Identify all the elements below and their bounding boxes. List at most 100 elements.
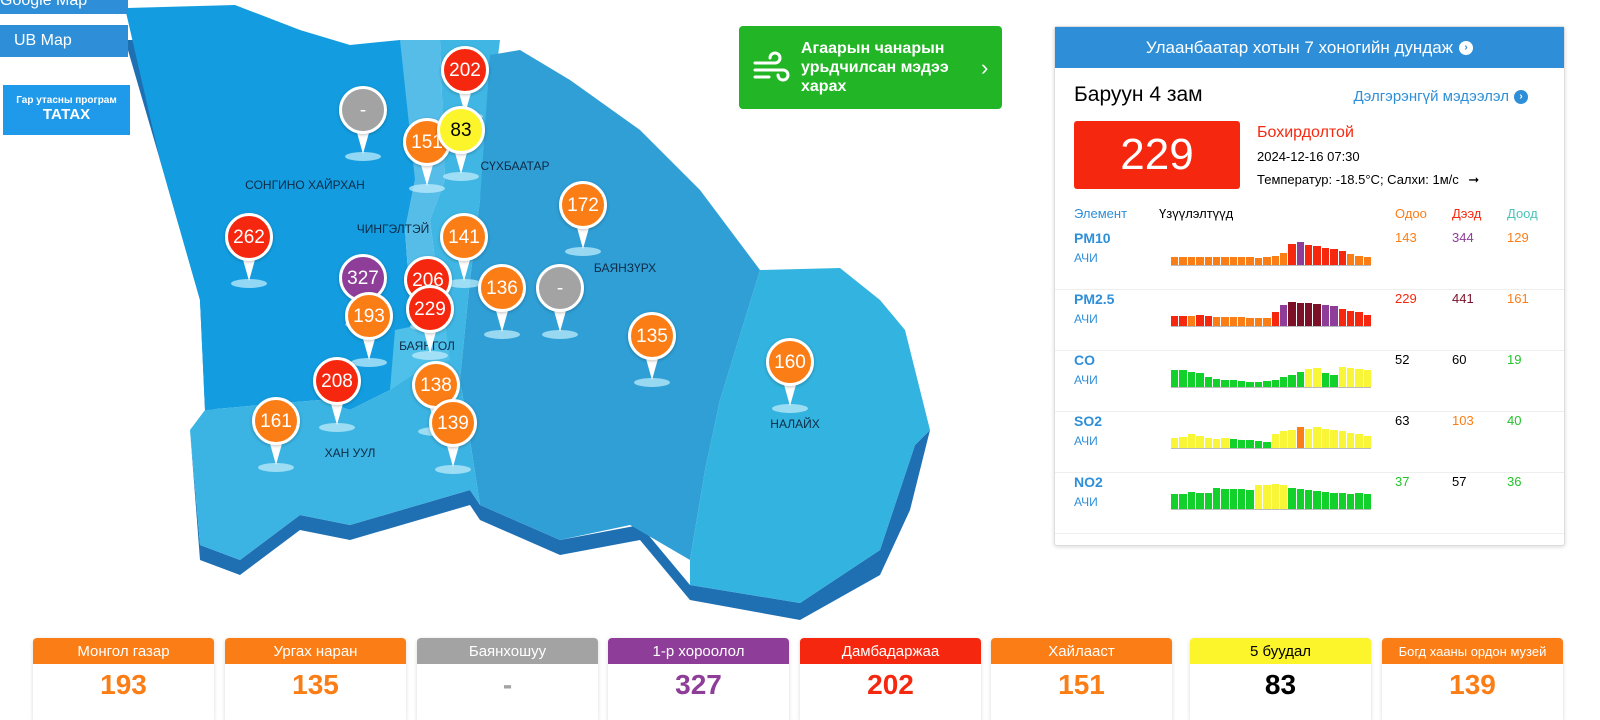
station-card[interactable]: Ургах наран 135 — [225, 638, 406, 720]
sparkline-bar — [1271, 379, 1279, 387]
sparkline-bar — [1246, 381, 1254, 387]
station-pin[interactable]: 229 — [406, 285, 454, 361]
pin-marker: 193 — [345, 292, 393, 340]
pollutant-unit: АЧИ — [1074, 312, 1098, 326]
pin-aqi-value: 202 — [449, 59, 481, 81]
district-bayanzurkh[interactable] — [460, 50, 760, 560]
details-link-label: Дэлгэрэнгүй мэдээлэл — [1353, 88, 1509, 105]
ub-map-label: UB Map — [14, 32, 72, 49]
district-label: БАЯНЗҮРХ — [593, 261, 657, 275]
col-max: Дээд — [1452, 206, 1482, 221]
sparkline-bar — [1254, 485, 1263, 509]
sparkline-bar — [1187, 492, 1196, 509]
pollutant-row: PM10 АЧИ 143 344 129 — [1055, 230, 1564, 290]
pin-aqi-value: 136 — [486, 277, 518, 299]
sparkline-bar — [1263, 317, 1271, 326]
col-measurements: Үзүүлэлтүүд — [1159, 206, 1234, 221]
sparkline-bar — [1187, 256, 1196, 265]
arrow-right-icon: ➞ — [1468, 172, 1480, 187]
pin-marker: 160 — [766, 338, 814, 386]
station-card-aqi: 327 — [675, 669, 722, 700]
pin-aqi-value: 193 — [353, 305, 385, 327]
sparkline-bar — [1305, 490, 1313, 509]
pollutant-row: PM2.5 АЧИ 229 441 161 — [1055, 291, 1564, 351]
forecast-button[interactable]: Агаарын чанарын урьдчилсан мэдээ харах › — [739, 26, 1002, 109]
google-map-button[interactable]: Google Map — [0, 0, 128, 14]
station-pin[interactable]: 160 — [766, 338, 814, 414]
station-pin[interactable]: 208 — [313, 357, 361, 433]
station-pin[interactable]: 83 — [437, 106, 485, 182]
sparkline-bar — [1187, 372, 1196, 387]
station-pin[interactable]: 193 — [345, 292, 393, 368]
district-label: ХАН УУЛ — [324, 446, 376, 460]
value-now: 37 — [1395, 474, 1410, 489]
pin-shadow — [351, 358, 387, 367]
pollutant-name[interactable]: PM10 — [1074, 230, 1111, 246]
pin-shadow — [565, 247, 601, 256]
sparkline-bar — [1179, 436, 1187, 448]
station-pin[interactable]: 139 — [429, 399, 477, 475]
station-card[interactable]: Дамбадаржаа 202 — [800, 638, 981, 720]
sparkline-bar — [1305, 369, 1313, 387]
pin-aqi-value: - — [359, 99, 367, 121]
station-pin[interactable]: 161 — [252, 397, 300, 473]
sparkline-bar — [1279, 376, 1288, 387]
sparkline-bar — [1288, 302, 1296, 326]
station-pin[interactable]: 262 — [225, 213, 273, 289]
pin-shadow — [412, 351, 448, 360]
weekly-average-link[interactable]: Улаанбаатар хотын 7 хоногийн дундаж › — [1055, 27, 1564, 68]
station-pin[interactable]: 172 — [559, 181, 607, 257]
station-card[interactable]: 1-р хороолол 327 — [608, 638, 789, 720]
station-pin[interactable]: - — [536, 264, 584, 340]
pollutant-row: NO2 АЧИ 37 57 36 — [1055, 474, 1564, 534]
station-card[interactable]: Хайлааст 151 — [991, 638, 1172, 720]
ub-map-button[interactable]: UB Map — [0, 25, 128, 57]
sparkline-bar — [1212, 256, 1221, 265]
sparkline-bar — [1246, 490, 1254, 509]
sparkline-bar — [1305, 245, 1313, 265]
pin-shadow — [484, 330, 520, 339]
station-pin[interactable]: 141 — [440, 213, 488, 289]
pin-marker: 172 — [559, 181, 607, 229]
district-nalaikh[interactable] — [690, 268, 930, 603]
station-pin[interactable]: - — [339, 86, 387, 162]
value-min: 129 — [1507, 230, 1529, 245]
station-card-aqi: 151 — [1058, 669, 1105, 700]
sparkline-bar — [1313, 304, 1321, 326]
sparkline-bar — [1238, 380, 1246, 387]
station-pin[interactable]: 135 — [628, 312, 676, 388]
sparkline-bar — [1288, 374, 1296, 387]
station-pin[interactable]: 136 — [478, 264, 526, 340]
sparkline-bar — [1296, 372, 1304, 387]
wind-icon — [753, 51, 790, 81]
station-card-name: Баянхошуу — [417, 638, 598, 664]
station-card[interactable]: Богд хааны ордон музей 139 — [1382, 638, 1563, 720]
pollutant-name[interactable]: NO2 — [1074, 474, 1103, 490]
pin-aqi-value: 135 — [636, 325, 668, 347]
sparkline-bar — [1229, 316, 1237, 326]
sparkline-bar — [1204, 376, 1212, 387]
pollutant-name[interactable]: SO2 — [1074, 413, 1103, 429]
pollutant-name[interactable]: PM2.5 — [1074, 291, 1115, 307]
district-map[interactable]: СОНГИНО ХАЙРХАН ЧИНГЭЛТЭЙ СҮХБААТАР БАЯН… — [0, 0, 1050, 630]
station-card[interactable]: 5 буудал 83 — [1190, 638, 1371, 720]
sparkline-bar — [1321, 373, 1330, 387]
pin-aqi-value: - — [556, 277, 564, 299]
pin-aqi-value: 138 — [420, 374, 452, 396]
sparkline-bar — [1212, 316, 1221, 326]
pin-aqi-value: 151 — [411, 131, 443, 153]
value-now: 52 — [1395, 352, 1410, 367]
chevron-right-icon: › — [981, 54, 989, 80]
pin-aqi-value: 83 — [450, 119, 472, 141]
pin-marker: - — [339, 86, 387, 134]
sparkline-bar — [1271, 312, 1279, 326]
sparkline-bar — [1271, 255, 1279, 265]
station-card-name: Богд хааны ордон музей — [1382, 638, 1563, 664]
station-card[interactable]: Баянхошуу - — [417, 638, 598, 720]
pollutant-name[interactable]: CO — [1074, 352, 1095, 368]
station-card[interactable]: Монгол газар 193 — [33, 638, 214, 720]
pin-shadow — [435, 465, 471, 474]
weekly-average-label: Улаанбаатар хотын 7 хоногийн дундаж — [1145, 37, 1454, 57]
download-app-button[interactable]: Гар утасны програм ТАТАХ — [0, 85, 130, 135]
details-link[interactable]: Дэлгэрэнгүй мэдээлэл › — [1353, 88, 1528, 105]
